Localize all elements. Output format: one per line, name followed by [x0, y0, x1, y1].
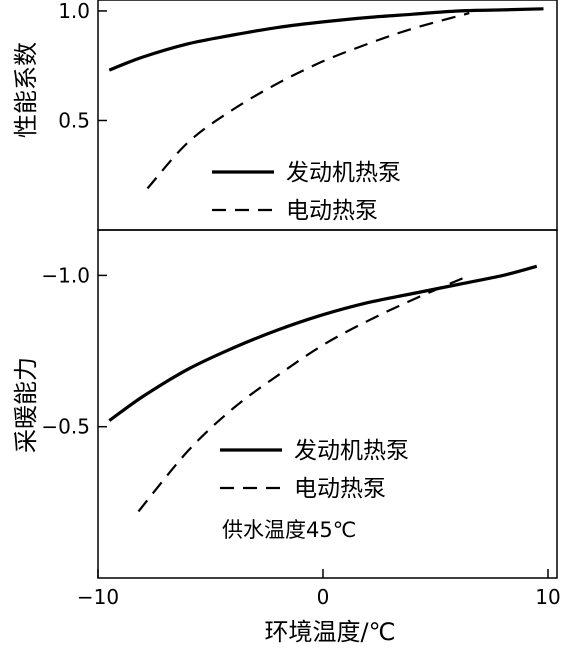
top-panel-frame: [97, 0, 558, 231]
engine-heat-pump-line-panel-1: [108, 7, 544, 72]
legend-label: 电动热泵: [286, 198, 378, 224]
bottom-panel-frame: [97, 229, 558, 579]
x-axis-title: 环境温度/℃: [264, 618, 395, 646]
electric-heat-pump-line-panel-1: [146, 12, 470, 190]
y-tick-label: 0.5: [58, 108, 90, 132]
y-tick-label: 1.0: [58, 0, 90, 23]
x-tick-label: 0: [317, 585, 330, 609]
bottom-y-axis-title: 采暖能力: [12, 357, 40, 453]
engine-heat-pump-line-panel-2: [108, 264, 538, 422]
legend-label: 发动机热泵: [286, 160, 401, 186]
top-y-axis-title: 性能系数: [12, 42, 40, 138]
x-tick-label: 10: [535, 585, 560, 609]
legend-label: 电动热泵: [294, 476, 386, 502]
y-tick-label: −0.5: [41, 415, 90, 439]
electric-heat-pump-line-panel-2: [137, 277, 463, 513]
y-tick-label: −1.0: [41, 263, 90, 287]
x-tick-label: −10: [77, 585, 119, 609]
legend-label: 发动机热泵: [294, 438, 409, 464]
supply-water-temp-note: 供水温度45℃: [222, 518, 356, 542]
